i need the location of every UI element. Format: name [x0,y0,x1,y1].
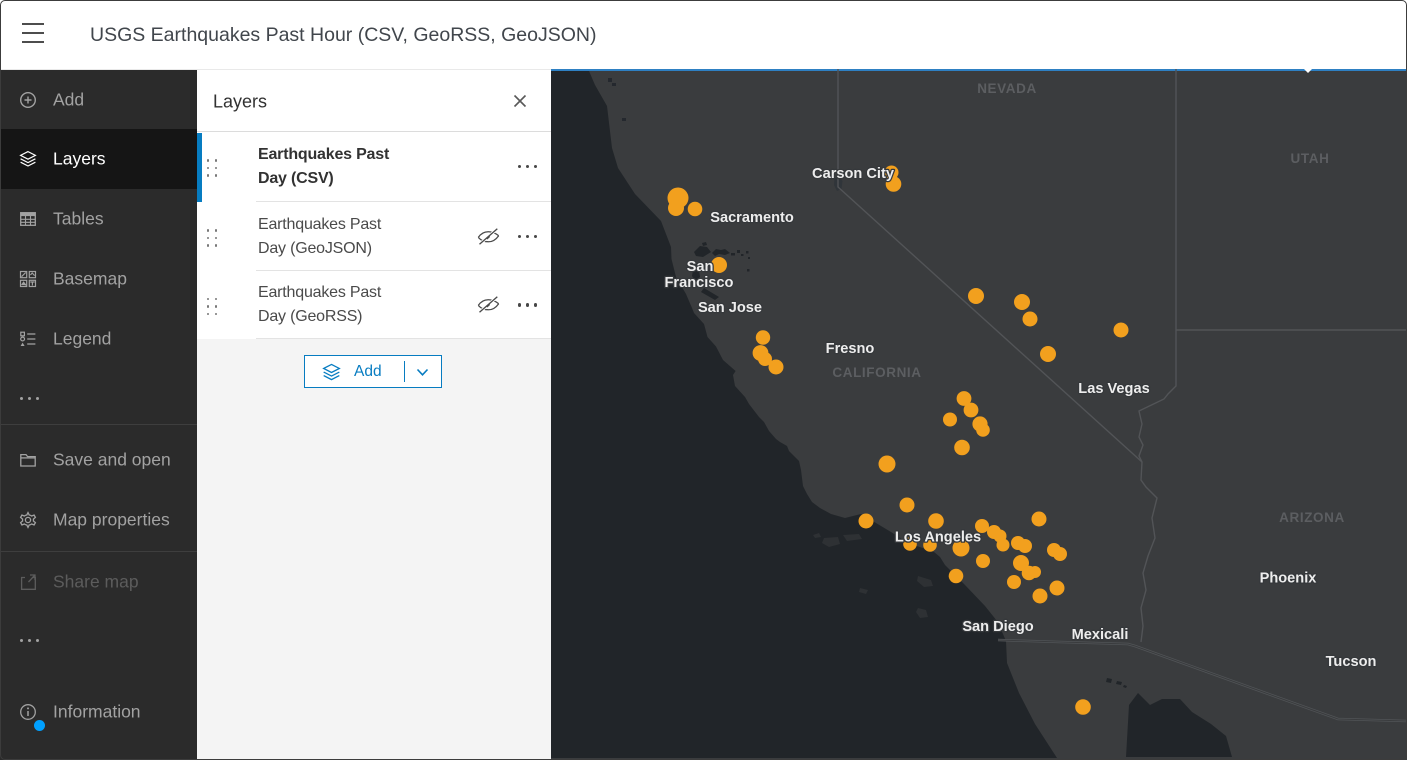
svg-text:Carson City: Carson City [812,166,895,182]
svg-text:Mexicali: Mexicali [1072,627,1129,643]
svg-text:Phoenix: Phoenix [1260,571,1318,587]
svg-text:Fresno: Fresno [826,341,875,357]
svg-text:Sacramento: Sacramento [710,210,794,226]
svg-text:ARIZONA: ARIZONA [1279,510,1345,525]
svg-text:Los Angeles: Los Angeles [895,530,981,546]
svg-text:San Jose: San Jose [698,300,762,316]
svg-text:Las Vegas: Las Vegas [1078,381,1149,397]
svg-text:CALIFORNIA: CALIFORNIA [832,365,921,380]
svg-text:Francisco: Francisco [665,275,734,291]
svg-text:NEVADA: NEVADA [977,81,1037,96]
svg-text:Tucson: Tucson [1326,654,1377,670]
svg-text:San: San [687,259,714,275]
svg-text:UTAH: UTAH [1291,151,1330,166]
svg-text:San Diego: San Diego [962,619,1033,635]
